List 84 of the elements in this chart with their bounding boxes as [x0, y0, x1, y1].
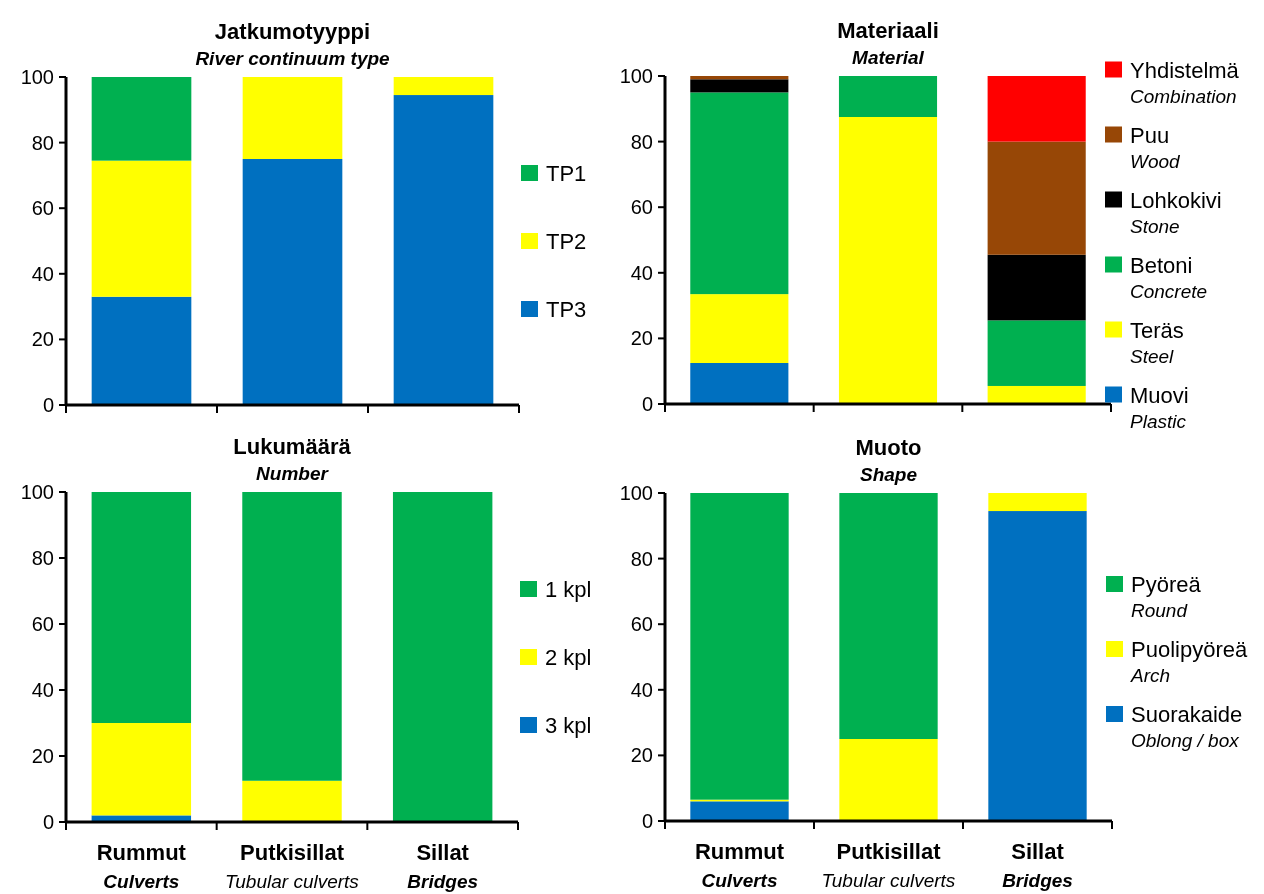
chart-title: Materiaali	[837, 18, 939, 43]
bar	[838, 76, 938, 117]
y-tick-label: 100	[20, 66, 54, 88]
y-tick-label: 60	[31, 197, 54, 220]
legend-label: Suorakaide Oblong / box	[1131, 702, 1243, 751]
bar	[393, 95, 494, 405]
bar	[690, 493, 789, 800]
legend-label: 2 kpl	[545, 645, 592, 670]
x-tick-label: Putkisillat Tubular culverts	[225, 840, 360, 892]
chart-title: Muoto	[855, 435, 922, 460]
legend-label: Muovi Plastic	[1130, 382, 1189, 432]
chart-title: Jatkumotyyppi	[214, 19, 371, 44]
y-tick-label: 0	[641, 810, 653, 832]
bar	[987, 76, 1086, 142]
chart-subtitle: Number	[256, 463, 330, 484]
bar	[242, 77, 343, 159]
chart-subtitle: Shape	[859, 464, 918, 485]
legend-label: TP2	[546, 229, 587, 254]
y-tick-label: 40	[630, 261, 653, 284]
chart-title: Lukumäärä	[233, 434, 352, 459]
bar	[987, 320, 1086, 386]
x-tick-label: Sillat Bridges	[407, 840, 479, 892]
bar	[91, 492, 192, 723]
legend-label: Teräs Steel	[1130, 317, 1184, 367]
y-tick-label: 20	[31, 745, 54, 767]
bar	[392, 492, 493, 822]
legend-label: Yhdistelmä Combination	[1130, 57, 1240, 107]
legend-label: TP1	[546, 161, 587, 186]
bar	[690, 294, 789, 363]
bar	[690, 363, 789, 404]
legend-label: TP3	[546, 297, 587, 322]
bar	[91, 296, 192, 405]
bar	[987, 254, 1086, 321]
bar	[91, 160, 192, 297]
y-tick-label: 80	[630, 547, 653, 570]
y-tick-label: 100	[619, 482, 653, 504]
chart-subtitle: Material	[852, 47, 925, 68]
y-tick-label: 80	[630, 130, 653, 153]
y-tick-label: 100	[20, 481, 54, 503]
y-tick-label: 100	[619, 65, 653, 87]
y-tick-label: 40	[31, 679, 54, 701]
bar	[91, 723, 192, 816]
legend-label: Pyöreä Round	[1131, 572, 1202, 621]
bar	[988, 511, 1087, 821]
y-tick-label: 20	[630, 744, 653, 767]
bar	[690, 801, 789, 821]
legend-label: Betoni Concrete	[1130, 252, 1208, 302]
bar	[242, 159, 343, 405]
bar	[242, 780, 342, 822]
x-tick-label: Rummut Culverts	[96, 840, 187, 892]
bar	[690, 92, 789, 295]
bar	[91, 77, 192, 161]
chart-subtitle: River continuum type	[195, 48, 391, 69]
bar	[838, 117, 938, 404]
y-tick-label: 40	[31, 262, 54, 285]
legend-label: Lohkokivi Stone	[1130, 187, 1222, 237]
y-tick-label: 60	[630, 613, 653, 636]
legend-label: 1 kpl	[545, 577, 592, 602]
bar	[839, 739, 938, 821]
bar	[690, 79, 789, 93]
bar	[393, 77, 494, 96]
bar	[91, 815, 192, 822]
bar	[690, 76, 789, 80]
bar	[987, 385, 1086, 404]
y-tick-label: 80	[31, 131, 54, 154]
x-tick-label: Sillat Bridges	[1002, 839, 1073, 891]
bar	[839, 493, 938, 739]
y-tick-label: 0	[641, 393, 653, 415]
legend-label: Puolipyöreä Arch	[1130, 637, 1248, 686]
y-tick-label: 0	[42, 394, 54, 416]
bar	[988, 493, 1087, 512]
legend-label: 3 kpl	[545, 713, 592, 738]
y-tick-label: 40	[630, 678, 653, 701]
bar	[242, 492, 342, 781]
y-tick-label: 20	[31, 328, 54, 351]
y-tick-label: 20	[630, 327, 653, 350]
x-tick-label: Rummut Culverts	[694, 839, 785, 891]
y-tick-label: 60	[31, 613, 54, 635]
bar	[987, 141, 1086, 255]
y-tick-label: 60	[630, 196, 653, 219]
y-tick-label: 0	[42, 811, 54, 833]
y-tick-label: 80	[31, 547, 54, 569]
x-tick-label: Putkisillat Tubular culverts	[821, 839, 956, 891]
legend-label: Puu Wood	[1130, 122, 1182, 172]
